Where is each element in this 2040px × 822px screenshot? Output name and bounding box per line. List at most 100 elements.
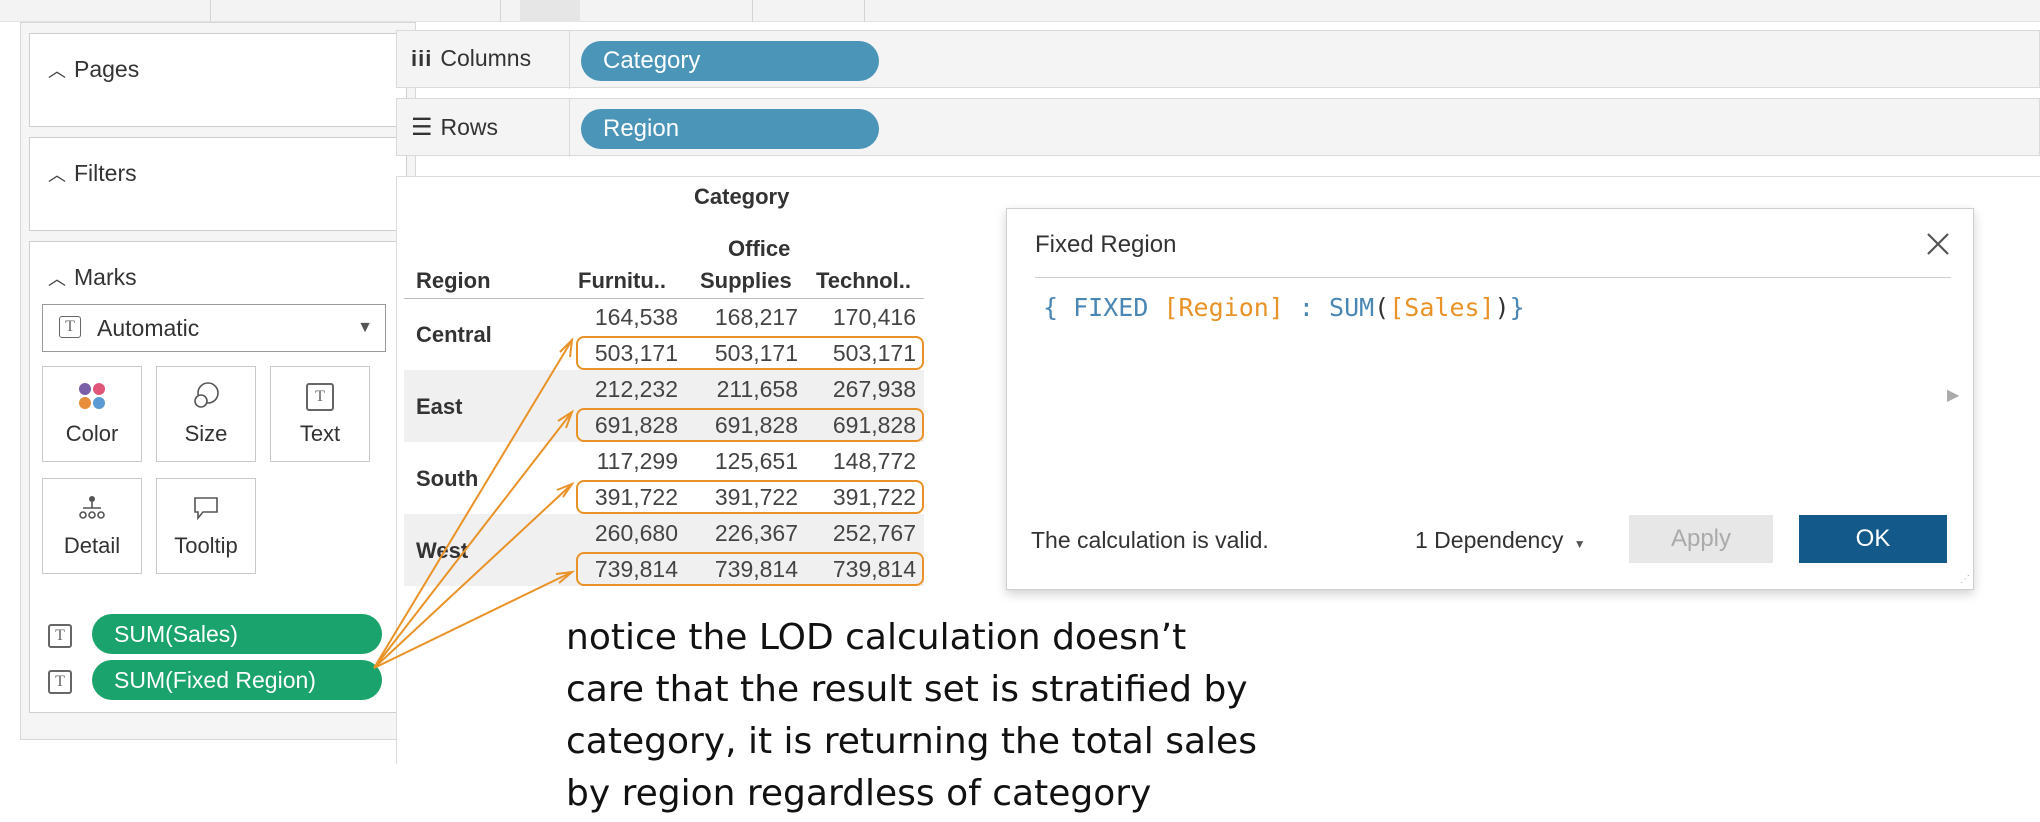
- region-label[interactable]: South: [416, 466, 479, 491]
- annotation-note: notice the LOD calculation doesn’t care …: [566, 612, 1426, 820]
- arrow-to-south: [373, 483, 573, 669]
- fixed-cell[interactable]: 691,828: [714, 412, 798, 438]
- text-icon: T: [306, 383, 334, 411]
- row-band-east: [404, 370, 924, 442]
- col-header-technology: Technol..: [816, 268, 911, 293]
- marks-card: ︿ Marks T Automatic ▼ Color Size T Text: [29, 241, 407, 713]
- fixed-cell[interactable]: 503,171: [832, 340, 916, 366]
- detail-icon: [79, 496, 105, 519]
- dialog-divider: [1035, 277, 1951, 278]
- col-header-office-line1: Office: [728, 236, 791, 261]
- formula-brace: {: [1043, 293, 1074, 322]
- dropdown-arrow-icon: ▼: [1573, 537, 1586, 551]
- marks-header[interactable]: ︿ Marks: [48, 264, 137, 291]
- fixed-cell[interactable]: 739,814: [714, 556, 798, 582]
- fixed-cell[interactable]: 739,814: [832, 556, 916, 582]
- sales-cell[interactable]: 170,416: [832, 304, 916, 330]
- tooltip-label: Tooltip: [174, 533, 238, 558]
- rows-shelf[interactable]: ☰ Rows Region: [396, 98, 2040, 157]
- rows-label-text: Rows: [440, 114, 499, 140]
- region-label[interactable]: Central: [416, 322, 492, 347]
- filters-header[interactable]: ︿ Filters: [48, 160, 137, 187]
- sales-cell[interactable]: 212,232: [594, 376, 678, 402]
- columns-shelf[interactable]: iii Columns Category: [396, 30, 2040, 89]
- annotation-line: notice the LOD calculation doesn’t: [566, 617, 1187, 658]
- sales-cell[interactable]: 117,299: [596, 448, 678, 474]
- close-icon[interactable]: [1925, 231, 1951, 257]
- fixed-cell[interactable]: 691,828: [594, 412, 678, 438]
- rows-shelf-label: ☰ Rows: [411, 113, 498, 142]
- toolbar-divider: [864, 0, 865, 22]
- tooltip-button[interactable]: Tooltip: [156, 478, 256, 574]
- caret-up-icon: ︿: [48, 269, 66, 289]
- arrow-to-east: [373, 411, 573, 669]
- size-label: Size: [184, 421, 228, 446]
- formula-dimension: [Region]: [1163, 293, 1284, 322]
- tooltip-icon: [194, 497, 218, 521]
- text-encoding-icon[interactable]: T: [48, 670, 72, 694]
- annotation-line: by region regardless of category: [566, 773, 1152, 814]
- category-pill[interactable]: Category: [581, 41, 879, 81]
- sales-cell[interactable]: 168,217: [714, 304, 798, 330]
- dependency-dropdown[interactable]: 1 Dependency ▼: [1415, 527, 1586, 554]
- mark-type-dropdown[interactable]: T Automatic ▼: [42, 304, 386, 352]
- region-pill[interactable]: Region: [581, 109, 879, 149]
- toolbar-tab[interactable]: [520, 0, 580, 22]
- dropdown-arrow-icon: ▼: [357, 319, 373, 336]
- fixed-cell[interactable]: 503,171: [714, 340, 798, 366]
- sales-cell[interactable]: 226,367: [714, 520, 798, 546]
- color-label: Color: [65, 421, 119, 446]
- sales-cell[interactable]: 260,680: [594, 520, 678, 546]
- sales-cell[interactable]: 164,538: [594, 304, 678, 330]
- expand-arrow-icon[interactable]: ▶: [1947, 387, 1960, 404]
- left-panel: ︿ Pages ︿ Filters ︿ Marks T Automatic ▼ Col…: [20, 22, 416, 740]
- pages-card[interactable]: ︿ Pages: [29, 33, 407, 127]
- text-encoding-icon[interactable]: T: [48, 624, 72, 648]
- row-header: Region: [416, 268, 491, 293]
- formula-paren: ): [1494, 293, 1510, 322]
- detail-button[interactable]: Detail: [42, 478, 142, 574]
- formula-function: SUM: [1329, 293, 1375, 322]
- fixed-cell[interactable]: 391,722: [832, 484, 916, 510]
- sales-cell[interactable]: 148,772: [832, 448, 916, 474]
- formula-keyword: FIXED: [1073, 293, 1149, 322]
- fixed-value-highlight: [576, 480, 924, 514]
- resize-grip-icon[interactable]: ⋰: [1960, 574, 1970, 585]
- fixed-cell[interactable]: 691,828: [832, 412, 916, 438]
- columns-shelf-label: iii Columns: [411, 45, 531, 72]
- filters-card[interactable]: ︿ Filters: [29, 137, 407, 231]
- annotation-line: care that the result set is stratified b…: [566, 669, 1248, 710]
- sales-cell[interactable]: 267,938: [832, 376, 916, 402]
- formula-measure: [Sales]: [1389, 293, 1495, 322]
- fixed-cell[interactable]: 391,722: [714, 484, 798, 510]
- caret-up-icon: ︿: [48, 61, 66, 81]
- fixed-cell[interactable]: 739,814: [594, 556, 678, 582]
- formula-editor[interactable]: { FIXED [Region] : SUM([Sales])}: [1043, 293, 1525, 322]
- sum-sales-pill[interactable]: SUM(Sales): [92, 614, 382, 654]
- columns-label-text: Columns: [440, 45, 532, 71]
- pages-header[interactable]: ︿ Pages: [48, 56, 139, 83]
- column-group-header: Category: [694, 184, 790, 209]
- sales-cell[interactable]: 125,651: [714, 448, 798, 474]
- sum-fixed-region-pill[interactable]: SUM(Fixed Region): [92, 660, 382, 700]
- fixed-value-highlight: [576, 552, 924, 586]
- formula-paren: (: [1374, 293, 1390, 322]
- ok-button[interactable]: OK: [1799, 515, 1947, 563]
- color-button[interactable]: Color: [42, 366, 142, 462]
- text-label: Text: [299, 421, 341, 446]
- fixed-cell[interactable]: 391,722: [594, 484, 678, 510]
- sales-cell[interactable]: 211,658: [716, 376, 798, 402]
- apply-button[interactable]: Apply: [1629, 515, 1773, 563]
- col-header-furniture: Furnitu..: [578, 268, 666, 293]
- rows-icon: ☰: [411, 114, 433, 141]
- fixed-value-highlight: [576, 408, 924, 442]
- text-button[interactable]: T Text: [270, 366, 370, 462]
- fixed-cell[interactable]: 503,171: [594, 340, 678, 366]
- region-label[interactable]: East: [416, 394, 463, 419]
- sales-cell[interactable]: 252,767: [832, 520, 916, 546]
- text-mark-icon: T: [59, 316, 81, 338]
- size-button[interactable]: Size: [156, 366, 256, 462]
- col-header-office-line2: Supplies: [700, 268, 792, 293]
- shelf-divider: [569, 31, 570, 89]
